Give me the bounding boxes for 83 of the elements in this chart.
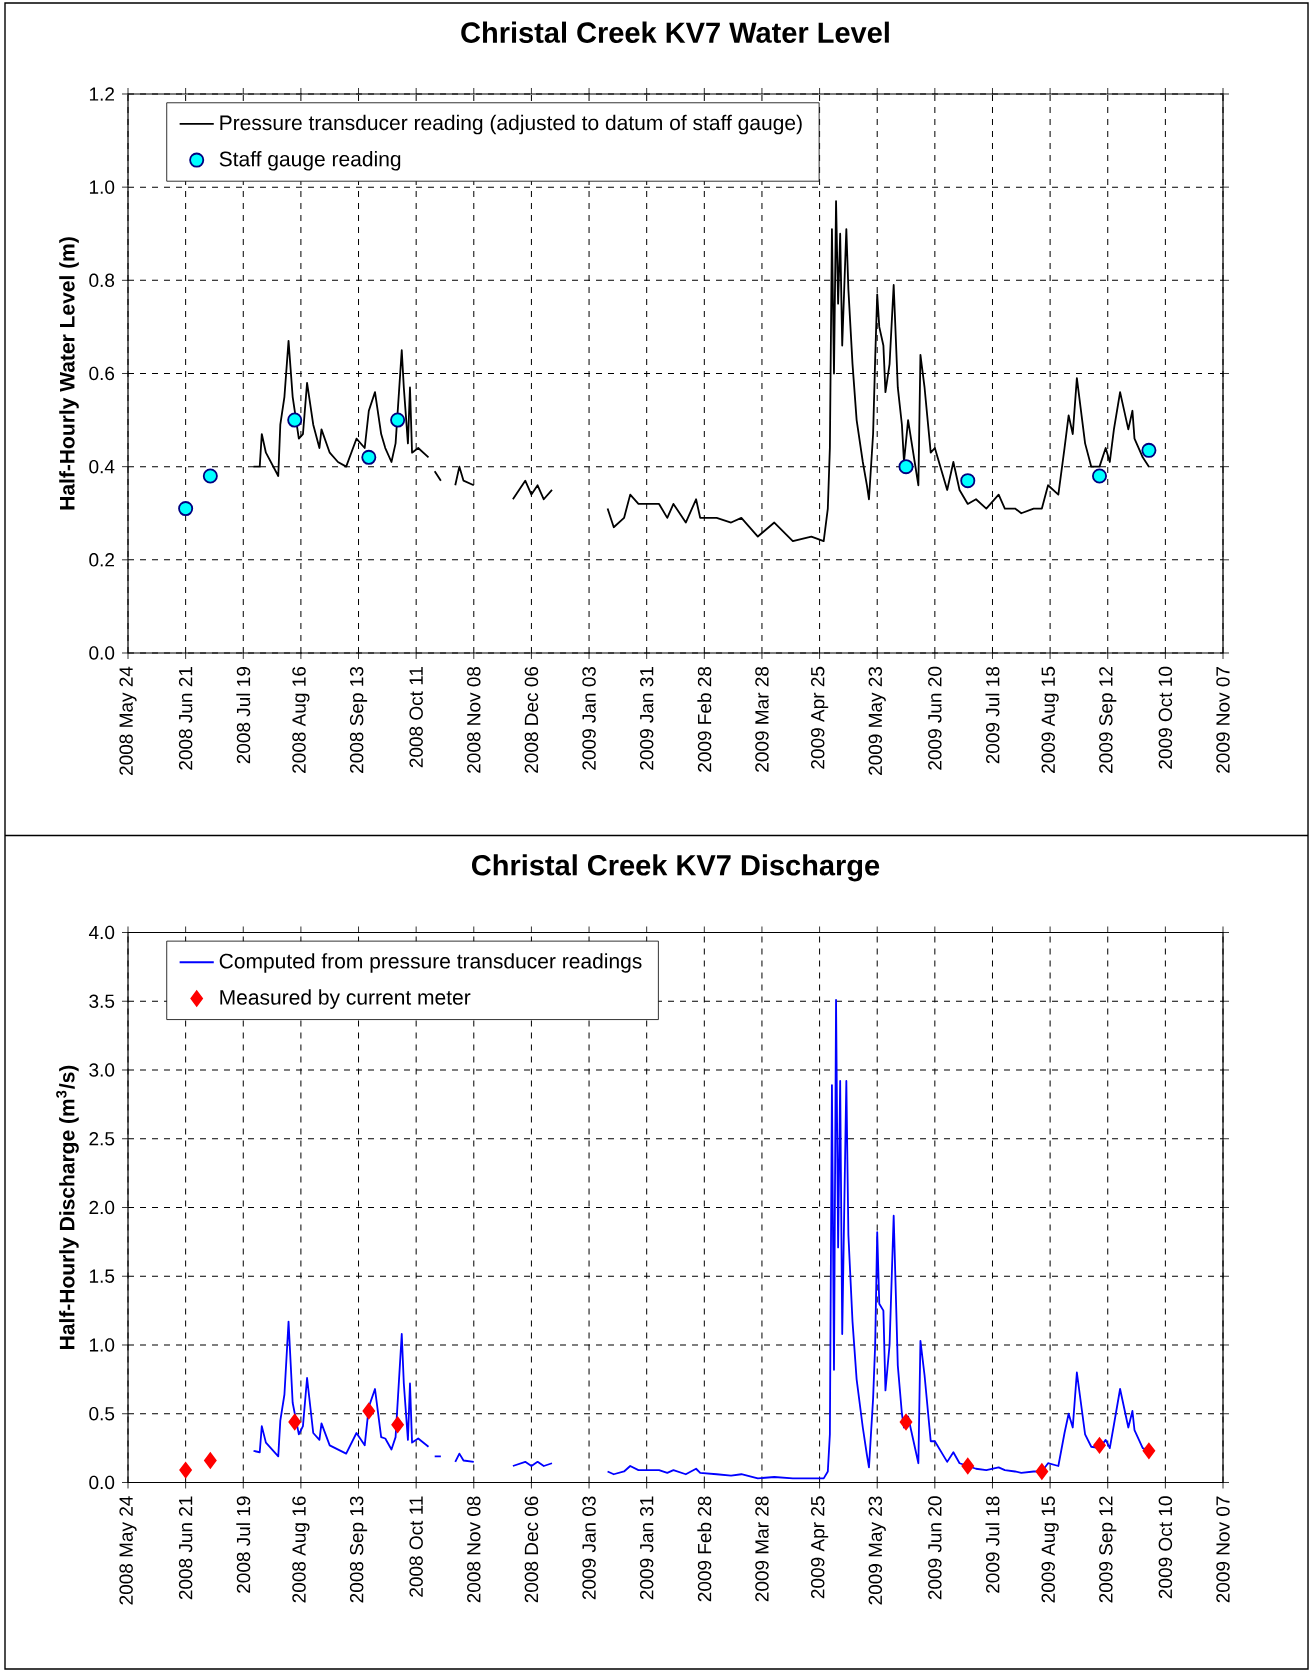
x-tick-label: 2009 Jan 31 bbox=[639, 667, 654, 770]
y-tick-label: 3.5 bbox=[89, 994, 115, 1008]
y-tick-label: 1.0 bbox=[89, 1338, 115, 1352]
x-tick-label: 2009 Aug 15 bbox=[1041, 1496, 1059, 1603]
chart-title: Christal Creek KV7 Discharge bbox=[471, 854, 880, 882]
x-tick-label: 2008 May 24 bbox=[119, 1496, 137, 1605]
point bbox=[179, 1462, 192, 1479]
y-tick-label: 0.2 bbox=[89, 553, 114, 567]
point bbox=[362, 1402, 376, 1420]
point bbox=[899, 1413, 913, 1431]
x-tick-label: 2009 Oct 10 bbox=[1158, 1496, 1173, 1599]
x-tick-label: 2009 Jul 18 bbox=[985, 1496, 1000, 1593]
point bbox=[287, 412, 303, 428]
y-tick-label: 1.0 bbox=[89, 180, 115, 194]
y-tick-label: 1.2 bbox=[89, 87, 114, 101]
point bbox=[390, 412, 406, 428]
y-tick-label: 0.0 bbox=[89, 1475, 115, 1490]
x-tick-label: 2009 Oct 10 bbox=[1158, 666, 1173, 769]
point bbox=[202, 468, 218, 484]
x-tick-label: 2009 Apr 25 bbox=[810, 666, 829, 769]
y-tick-label: 0.0 bbox=[89, 646, 115, 660]
point bbox=[361, 449, 377, 465]
x-tick-label: 2009 Jan 03 bbox=[582, 1496, 596, 1600]
point bbox=[1093, 1437, 1106, 1454]
point bbox=[960, 473, 976, 489]
point bbox=[288, 1413, 302, 1431]
x-tick-label: 2009 Mar 28 bbox=[755, 1496, 769, 1602]
y-tick-label: 4.0 bbox=[88, 925, 115, 940]
x-tick-label: 2009 Apr 25 bbox=[810, 1496, 829, 1599]
point bbox=[1141, 442, 1157, 458]
y-tick-label: 0.4 bbox=[89, 459, 115, 474]
x-tick-label: 2008 Dec 06 bbox=[524, 1496, 539, 1603]
x-tick-label: 2009 Aug 15 bbox=[1041, 666, 1059, 773]
x-tick-label: 2008 Sep 13 bbox=[349, 1496, 368, 1603]
y-tick-label: 2.0 bbox=[89, 1200, 115, 1215]
x-tick-label: 2008 Jun 21 bbox=[178, 667, 193, 770]
y-tick-label: 2.5 bbox=[89, 1132, 115, 1146]
x-tick-label: 2008 Aug 16 bbox=[292, 666, 310, 773]
x-tick-label: 2008 Jul 19 bbox=[236, 1496, 251, 1593]
point bbox=[204, 1452, 217, 1469]
x-tick-label: 2008 Sep 13 bbox=[349, 666, 368, 773]
legend-label: Pressure transducer reading (adjusted to datum of staff gauge) bbox=[220, 114, 802, 135]
y-tick-label: 3.0 bbox=[89, 1063, 115, 1077]
x-tick-label: 2008 Aug 16 bbox=[292, 1496, 310, 1603]
x-tick-label: 2009 Nov 07 bbox=[1216, 667, 1230, 773]
point bbox=[178, 501, 194, 517]
x-tick-label: 2009 May 23 bbox=[868, 1496, 886, 1605]
x-tick-label: 2009 May 23 bbox=[868, 666, 886, 775]
point bbox=[898, 459, 914, 475]
y-tick-label: 1.5 bbox=[89, 1269, 115, 1283]
point bbox=[1035, 1463, 1049, 1480]
x-tick-label: 2008 Nov 08 bbox=[467, 1496, 481, 1603]
x-tick-label: 2008 Jul 19 bbox=[236, 667, 251, 764]
y-tick-label: 0.5 bbox=[89, 1407, 115, 1421]
x-tick-label: 2009 Mar 28 bbox=[755, 666, 769, 772]
legend-label: Staff gauge reading bbox=[219, 150, 401, 171]
y-axis-title: Half-Hourly Discharge (m$^{3}$/s) bbox=[56, 1065, 79, 1349]
x-tick-label: 2009 Jul 18 bbox=[985, 666, 1000, 764]
x-tick-label: 2009 Jan 03 bbox=[582, 666, 596, 770]
y-tick-label: 0.8 bbox=[89, 273, 115, 288]
x-tick-label: 2008 Dec 06 bbox=[524, 666, 539, 773]
x-tick-label: 2008 May 24 bbox=[119, 666, 137, 775]
legend-label: Computed from pressure transducer readings bbox=[219, 953, 642, 973]
x-tick-label: 2009 Sep 12 bbox=[1099, 667, 1117, 773]
y-tick-label: 0.6 bbox=[89, 366, 115, 381]
x-tick-label: 2009 Jun 20 bbox=[928, 1496, 942, 1600]
x-tick-label: 2009 Sep 12 bbox=[1099, 1496, 1117, 1603]
x-tick-label: 2008 Oct 11 bbox=[409, 666, 423, 768]
x-tick-label: 2008 Oct 11 bbox=[409, 1496, 423, 1597]
legend-label: Measured by current meter bbox=[220, 989, 471, 1009]
x-tick-label: 2009 Feb 28 bbox=[697, 666, 712, 772]
chart-title: Christal Creek KV7 Water Level bbox=[461, 21, 889, 43]
x-tick-label: 2009 Nov 07 bbox=[1216, 1496, 1230, 1603]
x-tick-label: 2008 Jun 21 bbox=[178, 1496, 193, 1600]
point bbox=[1142, 1442, 1156, 1459]
x-tick-label: 2009 Jun 20 bbox=[928, 666, 942, 770]
point bbox=[1092, 468, 1107, 484]
x-tick-label: 2008 Nov 08 bbox=[467, 666, 481, 773]
point bbox=[391, 1416, 404, 1433]
point bbox=[961, 1457, 975, 1475]
y-axis-title: Half-Hourly Water Level (m) bbox=[59, 237, 79, 510]
x-tick-label: 2009 Feb 28 bbox=[697, 1496, 712, 1602]
x-tick-label: 2009 Jan 31 bbox=[639, 1496, 654, 1600]
